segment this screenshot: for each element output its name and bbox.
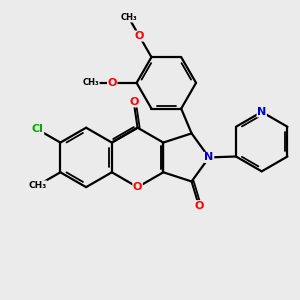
Text: O: O bbox=[135, 31, 144, 41]
Text: CH₃: CH₃ bbox=[82, 78, 99, 87]
Text: O: O bbox=[107, 78, 117, 88]
Text: O: O bbox=[194, 201, 203, 211]
Text: Cl: Cl bbox=[32, 124, 44, 134]
Text: N: N bbox=[257, 107, 266, 117]
Text: N: N bbox=[204, 152, 214, 162]
Text: O: O bbox=[133, 182, 142, 192]
Text: CH₃: CH₃ bbox=[28, 181, 47, 190]
Text: O: O bbox=[129, 97, 138, 107]
Text: CH₃: CH₃ bbox=[120, 13, 137, 22]
